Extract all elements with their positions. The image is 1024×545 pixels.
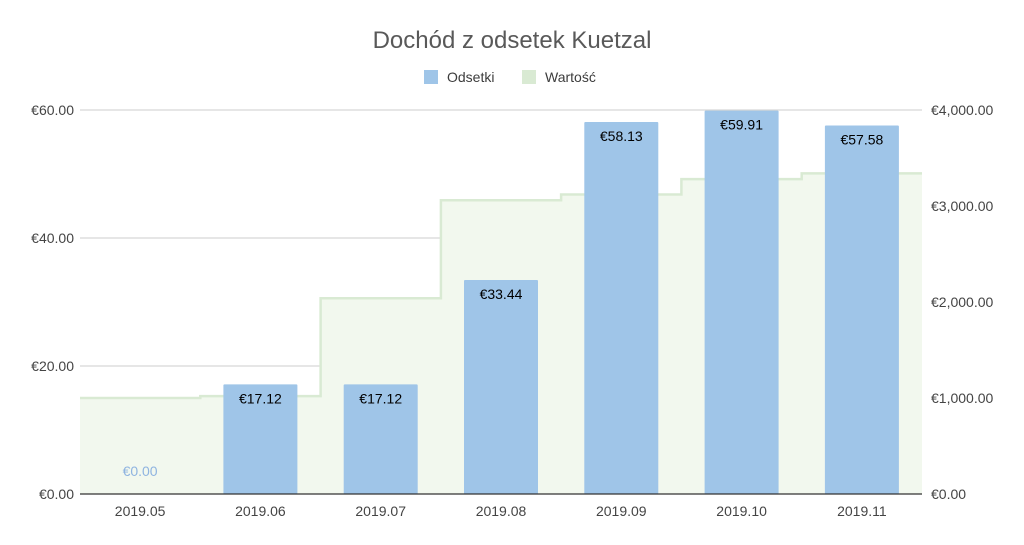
y-left-tick-label: €40.00 — [31, 230, 74, 246]
data-label-2019.09: €58.13 — [600, 128, 643, 144]
data-label-2019.10: €59.91 — [720, 117, 763, 133]
y-left-tick-label: €20.00 — [31, 358, 74, 374]
legend-label-wartosc: Wartość — [545, 69, 596, 85]
x-tick-label: 2019.09 — [596, 503, 647, 519]
y-right-tick-label: €0.00 — [931, 486, 966, 502]
x-tick-label: 2019.07 — [355, 503, 406, 519]
bar-2019.08 — [464, 280, 538, 494]
bar-2019.11 — [824, 125, 899, 494]
chart-title: Dochód z odsetek Kuetzal — [373, 27, 652, 54]
x-tick-label: 2019.06 — [235, 503, 286, 519]
data-labels: €0.00 €17.12 €17.12 €33.44 €58.13 €59.91 €57.5… — [123, 117, 884, 479]
bar-2019.10 — [704, 110, 779, 494]
legend-swatch-wartosc — [522, 70, 536, 84]
data-label-2019.08: €33.44 — [480, 286, 523, 302]
x-tick-label: 2019.08 — [476, 503, 527, 519]
data-label-2019.07: €17.12 — [359, 390, 402, 406]
y-left-tick-label: €0.00 — [39, 486, 74, 502]
x-tick-label: 2019.05 — [115, 503, 166, 519]
bar-2019.09 — [584, 122, 659, 494]
data-label-2019.11: €57.58 — [840, 132, 883, 148]
y-right-tick-label: €1,000.00 — [931, 390, 993, 406]
wartosc-line — [80, 172, 922, 400]
bar-2019.07 — [343, 384, 418, 494]
data-label-2019.05: €0.00 — [123, 463, 158, 479]
bar-2019.06 — [223, 384, 298, 494]
legend-label-odsetki: Odsetki — [447, 69, 494, 85]
y-right-tick-label: €4,000.00 — [931, 102, 993, 118]
x-tick-label: 2019.10 — [716, 503, 767, 519]
y-right-tick-label: €2,000.00 — [931, 294, 993, 310]
x-tick-label: 2019.11 — [837, 503, 887, 519]
axes: €0.00 €20.00 €40.00 €60.00 €0.00 €1,000.00 €2,… — [31, 102, 993, 519]
odsetki-series — [223, 110, 899, 494]
data-label-2019.06: €17.12 — [239, 390, 282, 406]
y-left-tick-label: €60.00 — [31, 102, 74, 118]
legend-swatch-odsetki — [424, 70, 438, 84]
y-right-tick-label: €3,000.00 — [931, 198, 993, 214]
